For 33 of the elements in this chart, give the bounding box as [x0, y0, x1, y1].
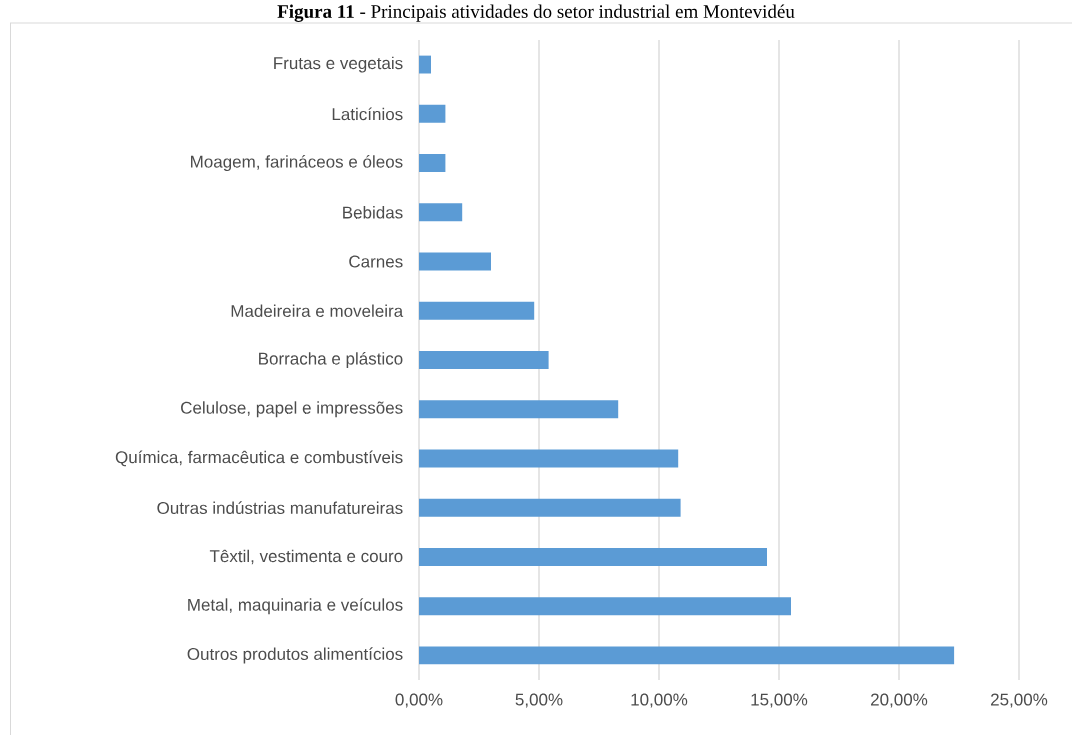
x-tick-label: 10,00% [631, 693, 688, 708]
bar [419, 301, 535, 320]
y-tick-label: Bebidas [343, 206, 403, 219]
y-tick-label: Metal, maquinaria e veículos [188, 598, 403, 615]
y-tick-label: Frutas e vegetais [274, 56, 403, 73]
bar [419, 547, 767, 566]
x-tick-label: 20,00% [871, 693, 928, 708]
y-tick-label: Celulose, papel e impressões [181, 401, 403, 418]
y-tick-label: Borracha e plástico [259, 351, 403, 369]
y-tick-label: Outras indústrias manufatureiras [157, 501, 403, 515]
bar [419, 449, 679, 468]
y-tick-label: Carnes [349, 255, 403, 268]
x-tick-label: 5,00% [515, 693, 563, 708]
bar [419, 154, 446, 173]
bar [419, 104, 446, 123]
bar [419, 646, 955, 665]
y-tick-label: Laticínios [332, 107, 403, 121]
chart-title: Figura 11 - Principais atividades do setor industrial em Montevidéu [277, 4, 795, 22]
bar [419, 203, 463, 222]
bar [419, 400, 619, 419]
x-tick-label: 15,00% [751, 693, 808, 708]
y-tick-label: Madeireira e moveleira [231, 304, 404, 318]
y-tick-label: Têxtil, vestimenta e couro [209, 549, 403, 565]
y-tick-label: Química, farmacêutica e combustíveis [115, 450, 403, 467]
y-tick-label: Moagem, farináceos e óleos [191, 155, 403, 172]
bar [419, 597, 791, 616]
bar [419, 498, 681, 517]
x-tick-label: 25,00% [991, 693, 1048, 708]
x-tick-label: 0,00% [395, 693, 443, 708]
bar [419, 252, 491, 271]
bar [419, 55, 431, 74]
bar [419, 350, 549, 369]
y-tick-label: Outros produtos alimentícios [187, 647, 403, 664]
